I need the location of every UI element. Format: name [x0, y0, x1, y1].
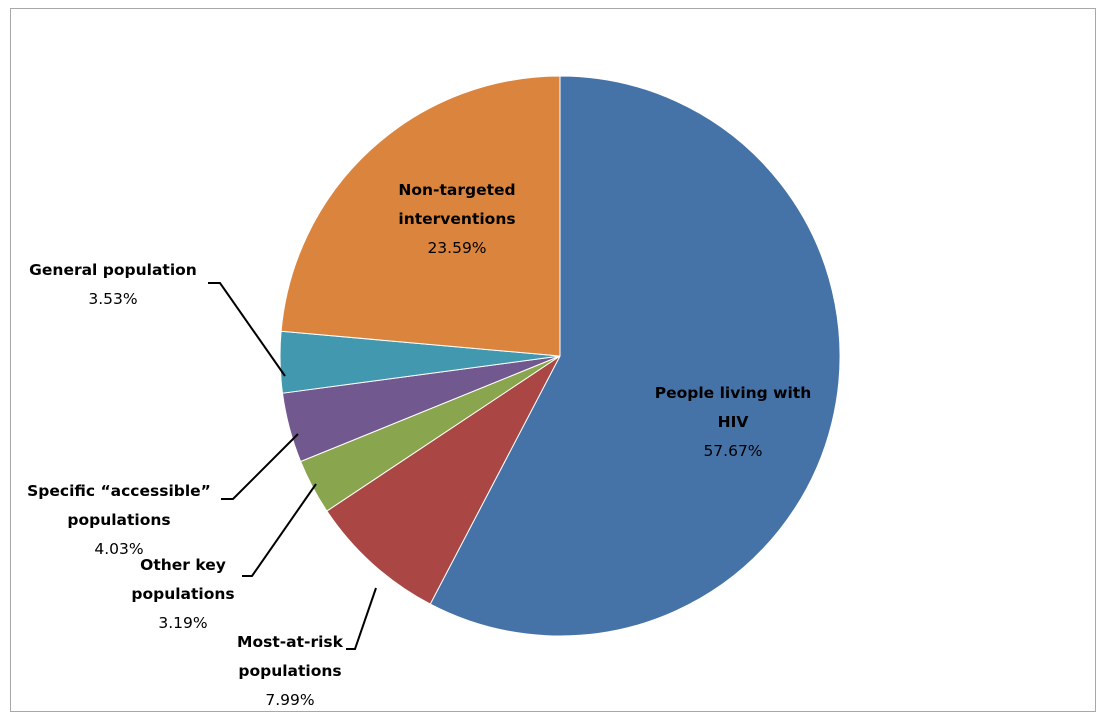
- label-name-line: interventions: [398, 210, 515, 228]
- label-percentage: 57.67%: [703, 442, 762, 460]
- leader-line-4: [208, 282, 286, 377]
- leader-line-1: [346, 587, 377, 650]
- data-label-2: Other key populations 3.19%: [131, 556, 234, 632]
- label-name-line: People living with: [655, 384, 811, 402]
- label-percentage: 7.99%: [265, 691, 314, 709]
- leader-lines: [208, 282, 377, 650]
- pie-slice-0: [429, 75, 841, 637]
- label-percentage: 4.03%: [94, 540, 143, 558]
- label-name-line: populations: [67, 511, 170, 529]
- data-labels: People living with HIV 57.67% Most-at-risk p…: [27, 181, 811, 709]
- label-name-line: populations: [131, 585, 234, 603]
- leader-line-3: [221, 433, 299, 500]
- label-name-line: HIV: [718, 413, 749, 431]
- pie-chart: People living with HIV 57.67% Most-at-risk p…: [27, 75, 841, 709]
- data-label-3: Specific “accessible” populations 4.03%: [27, 482, 211, 558]
- label-name-line: Most-at-risk: [237, 633, 344, 651]
- data-label-0: People living with HIV 57.67%: [655, 384, 811, 460]
- label-name-line: Non-targeted: [398, 181, 515, 199]
- data-label-1: Most-at-risk populations 7.99%: [237, 633, 344, 709]
- label-name-line: populations: [238, 662, 341, 680]
- data-label-5: Non-targeted interventions 23.59%: [398, 181, 515, 257]
- label-name-line: Specific “accessible”: [27, 482, 211, 500]
- label-name-line: Other key: [140, 556, 226, 574]
- label-name-line: General population: [29, 261, 197, 279]
- chart-area: People living with HIV 57.67% Most-at-risk p…: [10, 8, 1096, 712]
- pie-slice-1: [326, 355, 561, 605]
- data-label-4: General population 3.53%: [29, 261, 197, 308]
- label-percentage: 3.19%: [158, 614, 207, 632]
- label-percentage: 3.53%: [88, 290, 137, 308]
- leader-line-2: [242, 483, 317, 577]
- pie-slice-5: [280, 75, 561, 357]
- label-percentage: 23.59%: [427, 239, 486, 257]
- pie-slices: [279, 75, 841, 637]
